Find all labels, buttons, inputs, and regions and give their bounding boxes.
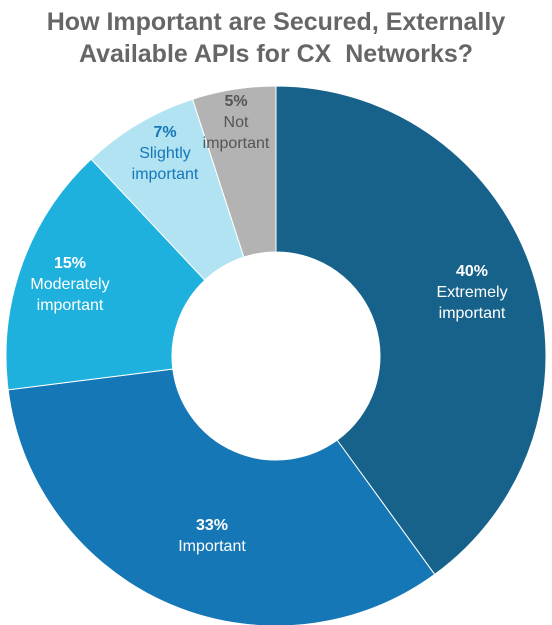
donut-label-slightly-important: 7% Slightly important	[132, 124, 199, 183]
chart-title-line-2: Available APIs for CX Networks?	[78, 40, 474, 68]
slice-category-label: Important	[178, 538, 246, 555]
slice-value-label: 33%	[196, 517, 228, 534]
donut-label-not-important: 5% Not important	[203, 93, 270, 152]
slice-value-label: 7%	[153, 124, 176, 141]
chart-title-line-1: How Important are Secured, Externally	[46, 8, 506, 36]
slice-value-label: 5%	[224, 93, 247, 110]
slice-category-label: important	[132, 166, 199, 183]
slice-value-label: 15%	[54, 255, 86, 272]
donut-label-extremely-important: 40% Extremely important	[436, 263, 507, 322]
donut-slice-moderately-important	[5, 158, 206, 391]
donut-slice-important	[7, 368, 436, 625]
slice-category-label: Extremely	[436, 284, 507, 301]
donut-slice-extremely-important	[275, 85, 547, 576]
donut-labels: 40% Extremely important 33% Important 15% Mode…	[30, 93, 507, 555]
donut-label-moderately-important: 15% Moderately important	[30, 255, 109, 314]
donut-label-important: 33% Important	[178, 517, 246, 555]
slice-category-label: important	[37, 297, 104, 314]
slice-value-label: 40%	[456, 263, 488, 280]
slice-category-label: important	[203, 135, 270, 152]
slice-category-label: important	[439, 305, 506, 322]
slice-category-label: Slightly	[139, 145, 191, 162]
slice-category-label: Moderately	[30, 276, 109, 293]
donut-slice-not-important	[191, 85, 277, 258]
chart-title: How Important are Secured, Externally Av…	[0, 6, 552, 70]
slice-category-label: Not	[224, 114, 249, 131]
donut-slices	[5, 85, 547, 625]
